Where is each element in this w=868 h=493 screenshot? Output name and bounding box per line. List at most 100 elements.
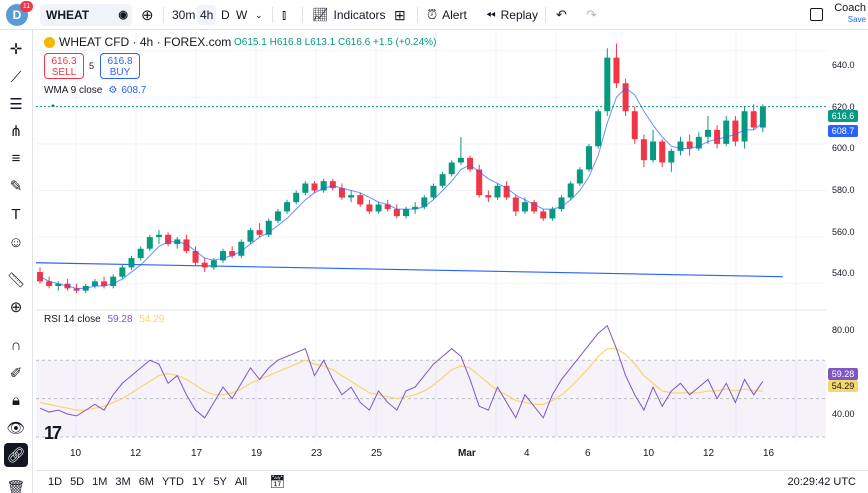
interval-30m[interactable]: 30m [172,8,196,22]
indicators-label: Indicators [333,8,386,22]
candle-body [586,146,592,170]
candle-body [613,57,620,84]
spread-value: 5 [89,61,95,71]
range-5y[interactable]: 5Y [213,475,227,488]
time-tick: 10 [70,448,82,459]
symbol-name: WHEAT [46,8,90,22]
pitchfork-icon[interactable]: ⋔ [9,123,23,140]
range-1y[interactable]: 1Y [191,475,206,488]
rsi-legend[interactable]: RSI 14 close 59.28 54.29 [44,314,164,325]
buy-button[interactable]: 616.8 BUY [100,53,140,79]
candle-body [128,258,135,268]
undo-icon[interactable]: ↶ [556,7,567,22]
coach-button[interactable]: Coach Save [834,3,866,25]
current-price-label: 616.6 [828,110,858,122]
utc-clock[interactable]: 20:29:42 UTC [787,476,856,488]
candle-body [677,141,684,151]
candle-body [576,169,583,184]
toolbar-divider [302,7,303,23]
ruler-icon[interactable]: 📏︎ [6,272,26,289]
candle-body [512,197,519,212]
fullscreen-icon[interactable] [810,8,823,21]
time-tick: 12 [130,448,142,459]
interval-d[interactable]: D [221,8,230,22]
rsi-ma-line [39,348,763,411]
range-ytd[interactable]: YTD [161,475,184,488]
range-3m[interactable]: 3M [115,475,131,488]
drawing-toolbar: ✛ ⟋ ☰ ⋔ ≡ ✎ T ☺ 📏︎ ⊕ ∩ ✐ 🔒︎ 👁︎ 🔗︎ 🗑︎ [0,30,33,493]
sell-button[interactable]: 616.3 SELL [44,53,84,79]
text-tool-icon[interactable]: T [11,205,21,223]
price-tick: 620.0 [832,102,855,112]
candle-body [238,241,245,256]
eye-icon[interactable]: 👁︎ [6,420,26,437]
layout-grid-icon[interactable]: ⊞ [394,6,406,23]
link-icon[interactable]: 🔗︎ [4,443,28,467]
price-chart[interactable] [36,32,826,442]
symbol-search[interactable]: WHEAT ◉ [40,4,132,26]
candle-body [650,141,657,161]
range-1m[interactable]: 1M [92,475,108,488]
fib-retracement-icon[interactable]: ≡ [11,149,21,167]
candle-body [192,251,199,263]
candle-body [220,251,226,261]
candle-body [110,276,117,287]
interval-4h[interactable]: 4h [197,5,217,25]
rsi-tick: 80.00 [832,325,855,335]
change-value: +1.5 (+0.24%) [373,37,437,48]
range-1d[interactable]: 1D [48,475,63,488]
interval-w[interactable]: W [236,8,248,22]
pencil-lock-icon[interactable]: ✐ [9,365,23,382]
candle-body [155,234,162,238]
zoom-in-icon[interactable]: ⊕ [9,299,23,316]
time-axis[interactable]: 10 12 17 19 23 25 Mar 4 6 10 12 16 [36,448,826,464]
range-6m[interactable]: 6M [138,475,154,488]
price-tick: 640.0 [832,60,855,70]
wma-legend[interactable]: WMA 9 close ⚙ 608.7 [44,85,146,96]
symbol-menu-icon[interactable]: ◉ [118,9,128,21]
candle-body [393,209,400,217]
alert-button[interactable]: ⏰︎ Alert [427,5,467,25]
toolbar-divider [417,7,418,23]
time-tick: 6 [585,448,591,459]
range-5d[interactable]: 5D [70,475,85,488]
lock-icon[interactable]: 🔒︎ [12,391,20,409]
candle-body [146,237,153,249]
trend-line-icon[interactable]: ⟋ [10,68,22,86]
range-all[interactable]: All [234,475,248,488]
price-axis[interactable]: 640.0 620.0 600.0 580.0 560.0 540.0 616.… [826,32,868,442]
candle-body [375,204,382,212]
coach-save-label: Save [847,15,866,24]
candle-body [320,181,327,191]
date-range-calendar-icon[interactable]: 📅︎ [269,473,286,489]
time-tick: 16 [763,448,775,459]
indicators-button[interactable]: 📈︎ Indicators [312,5,386,25]
rsi-band [36,360,826,437]
candle-body [302,183,309,193]
gear-icon[interactable]: ⚙ [108,85,118,96]
candle-body [494,185,501,198]
candle-body [467,157,474,170]
wma-line [39,87,764,289]
redo-icon[interactable]: ↷ [586,7,597,22]
crosshair-icon[interactable]: ✛ [9,41,23,58]
chart-legend-title[interactable]: WHEAT CFD · 4h · FOREX.com [44,35,231,49]
toolbar-divider [272,7,273,23]
emoji-icon[interactable]: ☺ [8,233,24,251]
candle-body [531,202,538,212]
toolbar-divider [545,7,546,23]
candle-body [714,129,721,144]
collapse-legend-icon[interactable]: ⌃ [49,102,57,113]
replay-button[interactable]: ⏪︎ Replay [486,5,538,25]
add-symbol-icon[interactable]: ⊕ [141,7,154,24]
brush-icon[interactable]: ✎ [9,178,23,195]
price-tick: 540.0 [832,268,855,278]
horizontal-lines-icon[interactable]: ☰ [9,96,23,113]
candle-body [293,192,300,203]
chevron-down-icon[interactable]: ⌄ [255,9,263,20]
trash-icon[interactable]: 🗑︎ [6,480,26,493]
magnet-icon[interactable]: ∩ [10,336,22,354]
candle-style-icon[interactable]: ⫾ [282,7,287,22]
exchange-logo-icon [44,36,55,48]
candle-body [759,106,766,128]
